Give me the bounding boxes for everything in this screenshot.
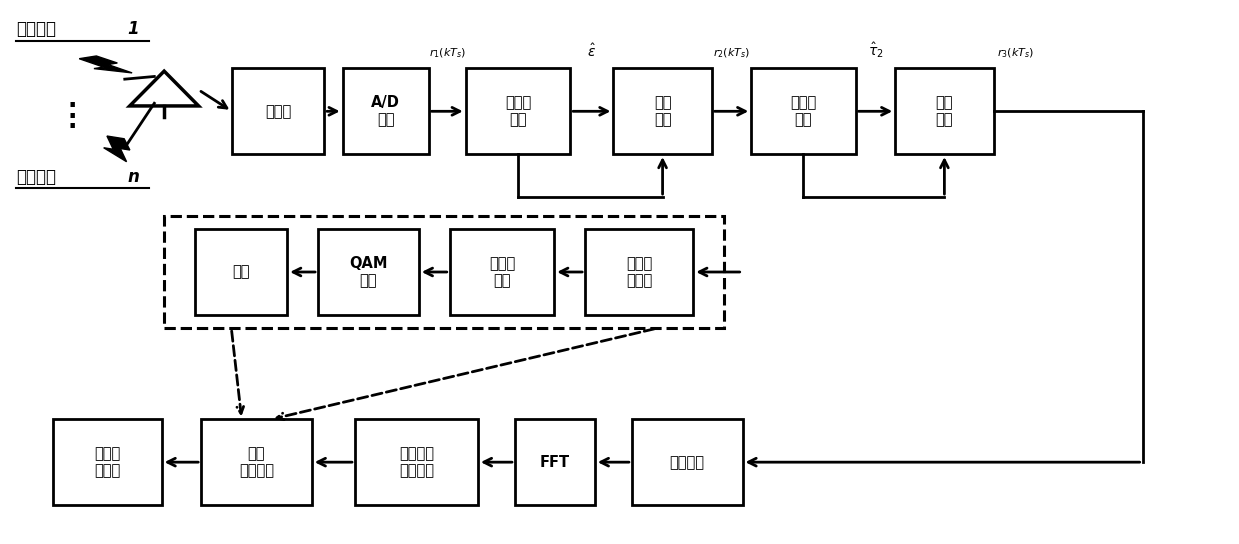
Bar (613, 69, 711, 154)
Text: ·: · (67, 94, 77, 118)
Text: FFT: FFT (540, 455, 570, 469)
Bar (466, 69, 570, 154)
Text: 去正交化
相位映射: 去正交化 相位映射 (399, 446, 434, 478)
Bar (343, 69, 429, 154)
Bar (585, 229, 694, 315)
Text: $r_3(kT_s)$: $r_3(kT_s)$ (997, 47, 1035, 60)
Text: ·: · (67, 115, 77, 139)
Text: 多径信道: 多径信道 (16, 20, 57, 38)
Text: 常规
信号处理: 常规 信号处理 (239, 446, 274, 478)
Bar (53, 419, 162, 505)
Text: 频偏
补偿: 频偏 补偿 (654, 95, 672, 127)
Text: 细同步
估计: 细同步 估计 (790, 95, 817, 127)
Bar (751, 69, 856, 154)
Text: 信道估
计均衡: 信道估 计均衡 (626, 256, 652, 288)
Bar (895, 69, 994, 154)
Text: $\hat{\tau}_2$: $\hat{\tau}_2$ (867, 41, 883, 60)
Text: QAM
解调: QAM 解调 (349, 256, 388, 288)
Bar (318, 229, 419, 315)
Text: 多径信道: 多径信道 (16, 168, 57, 186)
Bar (164, 216, 724, 328)
Polygon shape (104, 136, 130, 162)
Text: 粗同步
估计: 粗同步 估计 (504, 95, 532, 127)
Text: 用户比
特数据: 用户比 特数据 (94, 446, 120, 478)
Text: $\hat{\varepsilon}$: $\hat{\varepsilon}$ (587, 43, 596, 60)
Text: 解码: 解码 (233, 264, 250, 280)
Bar (515, 419, 595, 505)
Text: 匹配滤波: 匹配滤波 (670, 455, 705, 469)
Bar (632, 419, 742, 505)
Bar (232, 69, 325, 154)
Text: $r_1(kT_s)$: $r_1(kT_s)$ (429, 47, 466, 60)
Text: 时偏
补偿: 时偏 补偿 (935, 95, 953, 127)
Text: 下变频: 下变频 (265, 104, 291, 119)
Text: 实虚部
合并: 实虚部 合并 (489, 256, 515, 288)
Polygon shape (79, 56, 133, 73)
Bar (354, 419, 478, 505)
Text: A/D
转换: A/D 转换 (372, 95, 400, 127)
Text: ·: · (67, 104, 77, 129)
Bar (450, 229, 554, 315)
Bar (201, 419, 312, 505)
Text: 1: 1 (128, 20, 139, 38)
Bar (195, 229, 287, 315)
Text: n: n (128, 168, 139, 186)
Text: $r_2(kT_s)$: $r_2(kT_s)$ (712, 47, 750, 60)
